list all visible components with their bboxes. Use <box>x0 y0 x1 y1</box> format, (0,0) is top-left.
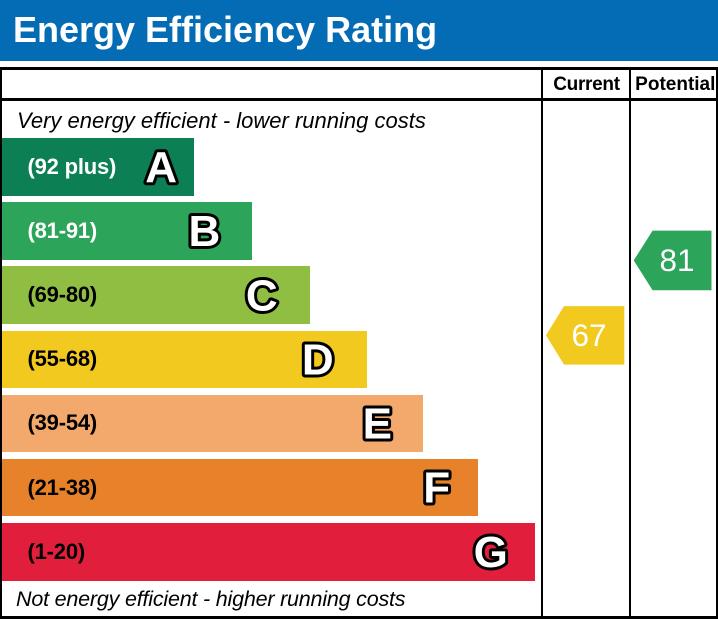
svg-text:E: E <box>363 400 392 449</box>
svg-text:81: 81 <box>659 242 694 278</box>
svg-text:G: G <box>474 528 508 577</box>
svg-text:F: F <box>423 464 450 513</box>
svg-text:A: A <box>145 143 177 192</box>
svg-text:C: C <box>246 271 278 320</box>
svg-text:67: 67 <box>571 317 606 353</box>
svg-text:D: D <box>302 336 334 385</box>
svg-text:B: B <box>189 207 221 256</box>
